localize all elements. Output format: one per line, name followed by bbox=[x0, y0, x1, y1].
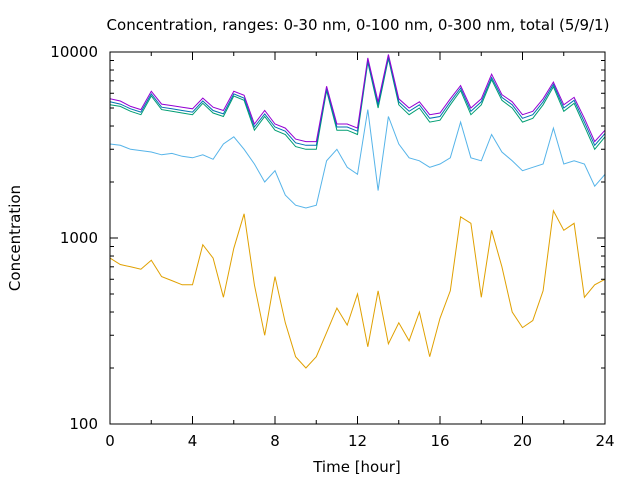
x-tick-label: 12 bbox=[348, 432, 367, 450]
y-tick-label: 1000 bbox=[60, 229, 98, 247]
series-line-2 bbox=[109, 109, 606, 209]
series-line-3 bbox=[109, 58, 606, 151]
x-tick-label: 4 bbox=[188, 432, 198, 450]
series-line-1 bbox=[109, 209, 606, 369]
plot-lines bbox=[109, 54, 606, 369]
x-tick-label: 8 bbox=[270, 432, 280, 450]
y-tick-label: 100 bbox=[69, 415, 98, 433]
series-line-4 bbox=[109, 56, 606, 147]
x-axis-label: Time [hour] bbox=[312, 458, 401, 476]
y-axis-label: Concentration bbox=[6, 185, 24, 291]
x-tick-label: 0 bbox=[105, 432, 115, 450]
series-line-5 bbox=[109, 54, 606, 143]
y-axis: 100 1000 10000 bbox=[50, 43, 605, 433]
y-tick-label: 10000 bbox=[50, 43, 98, 61]
x-tick-label: 20 bbox=[513, 432, 532, 450]
chart-title: Concentration, ranges: 0-30 nm, 0-100 nm… bbox=[107, 16, 610, 34]
x-tick-label: 24 bbox=[595, 432, 614, 450]
x-tick-label: 16 bbox=[430, 432, 449, 450]
x-axis: 0 4 8 12 16 20 24 bbox=[105, 52, 615, 450]
